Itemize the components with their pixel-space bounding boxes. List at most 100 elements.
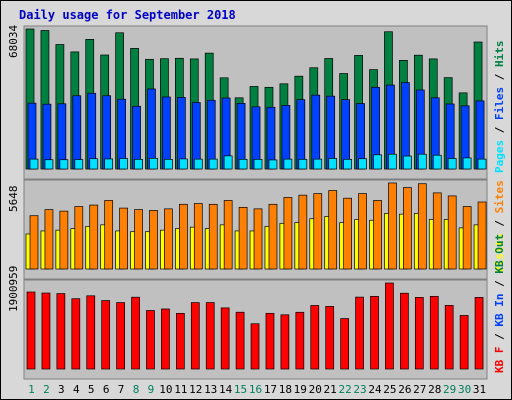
bar-pages: [447, 158, 457, 170]
bar-files: [162, 96, 171, 170]
bar-sites: [373, 200, 382, 270]
bar-kbytes: [385, 282, 394, 370]
bar-sites: [477, 201, 487, 270]
panel-kbytes: 1900959 KB F / KB In / KB Out: [7, 234, 506, 380]
bar-files: [341, 99, 350, 170]
bar-kbytes: [41, 292, 51, 370]
bar-files: [42, 103, 52, 170]
y-max-label: 68034: [7, 25, 20, 58]
bar-sites: [253, 208, 263, 270]
bar-sites: [193, 203, 203, 270]
bar-files: [72, 95, 82, 170]
legend-entry: Hits: [493, 41, 506, 68]
legend-entry: /: [493, 274, 506, 294]
bar-kbytes: [205, 302, 215, 370]
bar-kbytes: [131, 296, 140, 370]
bar-sites: [104, 200, 114, 270]
bar-kbytes: [459, 315, 469, 370]
chart-panels: 68034 Pages / Files / Hits 5648 Visits / Si…: [7, 25, 506, 380]
bar-pages: [343, 158, 352, 170]
bar-sites: [313, 193, 323, 270]
bar-kbytes: [101, 300, 111, 370]
bar-sites: [164, 208, 173, 270]
bar-pages: [119, 158, 128, 170]
bar-kbytes: [235, 311, 245, 370]
x-tick-label: 26: [398, 383, 411, 396]
bar-kbytes: [190, 302, 200, 370]
bar-kbytes: [161, 308, 170, 370]
bar-files: [147, 88, 156, 170]
bar-kbytes: [400, 292, 409, 370]
bar-sites: [283, 197, 293, 270]
legend: KB F / KB In / KB Out: [493, 234, 506, 373]
bar-sites: [134, 209, 143, 270]
bar-files: [57, 103, 67, 170]
bar-pages: [313, 158, 323, 170]
x-tick-label: 7: [118, 383, 125, 396]
legend: Pages / Files / Hits: [493, 41, 506, 174]
bar-sites: [447, 195, 457, 270]
legend-entry: Visits: [493, 233, 506, 273]
x-tick-label: 23: [353, 383, 366, 396]
y-max-label: 5648: [7, 186, 20, 213]
x-tick-label: 15: [234, 383, 247, 396]
x-tick-label: 19: [294, 383, 307, 396]
bar-pages: [193, 158, 203, 170]
bar-files: [311, 94, 321, 170]
bar-pages: [373, 154, 382, 170]
legend-entry: /: [493, 327, 506, 347]
bar-sites: [343, 197, 352, 270]
x-tick-label: 25: [383, 383, 396, 396]
bar-pages: [164, 158, 173, 170]
x-tick-label: 16: [249, 383, 262, 396]
bar-pages: [59, 159, 69, 170]
bar-kbytes: [295, 311, 305, 370]
bar-pages: [388, 153, 397, 170]
bar-pages: [477, 158, 487, 170]
x-tick-label: 10: [159, 383, 172, 396]
bar-kbytes: [265, 312, 275, 370]
bar-kbytes: [71, 298, 81, 370]
legend-entry: /: [493, 67, 506, 87]
bar-pages: [89, 158, 99, 170]
x-tick-label: 8: [133, 383, 140, 396]
bar-sites: [328, 190, 338, 270]
legend-entry: KB In: [493, 294, 506, 327]
bar-files: [177, 97, 186, 170]
bar-pages: [283, 158, 293, 170]
bar-kbytes: [370, 295, 379, 370]
legend-entry: KB F: [493, 347, 506, 374]
bar-sites: [432, 192, 442, 270]
bar-sites: [417, 183, 427, 270]
bar-sites: [462, 206, 472, 270]
bar-kbytes: [310, 305, 320, 370]
bar-sites: [268, 203, 278, 270]
bar-files: [87, 92, 97, 170]
bar-sites: [74, 206, 84, 270]
bar-kbytes: [355, 296, 364, 370]
bar-sites: [59, 210, 69, 270]
bar-kbytes: [146, 310, 155, 370]
bar-sites: [358, 193, 367, 270]
legend-entry: Files: [493, 87, 506, 120]
bar-pages: [417, 153, 427, 170]
bar-sites: [238, 206, 248, 270]
bar-sites: [179, 203, 188, 270]
x-tick-label: 22: [338, 383, 351, 396]
legend-entry: KB Out: [493, 234, 506, 274]
x-tick-label: 4: [73, 383, 80, 396]
bar-pages: [104, 158, 114, 170]
x-tick-label: 3: [58, 383, 65, 396]
bar-files: [206, 99, 216, 170]
x-tick-label: 28: [428, 383, 441, 396]
bar-kbytes: [429, 295, 439, 370]
bar-sites: [149, 210, 158, 270]
x-tick-label: 1: [28, 383, 35, 396]
bar-pages: [223, 155, 233, 170]
x-tick-label: 2: [43, 383, 50, 396]
x-tick-label: 13: [204, 383, 217, 396]
x-tick-label: 31: [473, 383, 486, 396]
bar-files: [296, 99, 306, 170]
legend-entry: /: [493, 213, 506, 233]
x-tick-label: 18: [279, 383, 292, 396]
